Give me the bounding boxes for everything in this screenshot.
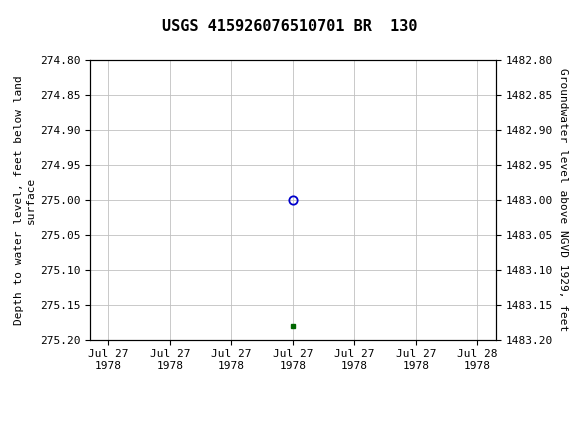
Text: USGS 415926076510701 BR  130: USGS 415926076510701 BR 130: [162, 19, 418, 34]
Y-axis label: Depth to water level, feet below land
surface: Depth to water level, feet below land su…: [14, 75, 35, 325]
Text: USGS: USGS: [49, 5, 104, 23]
Y-axis label: Groundwater level above NGVD 1929, feet: Groundwater level above NGVD 1929, feet: [559, 68, 568, 332]
